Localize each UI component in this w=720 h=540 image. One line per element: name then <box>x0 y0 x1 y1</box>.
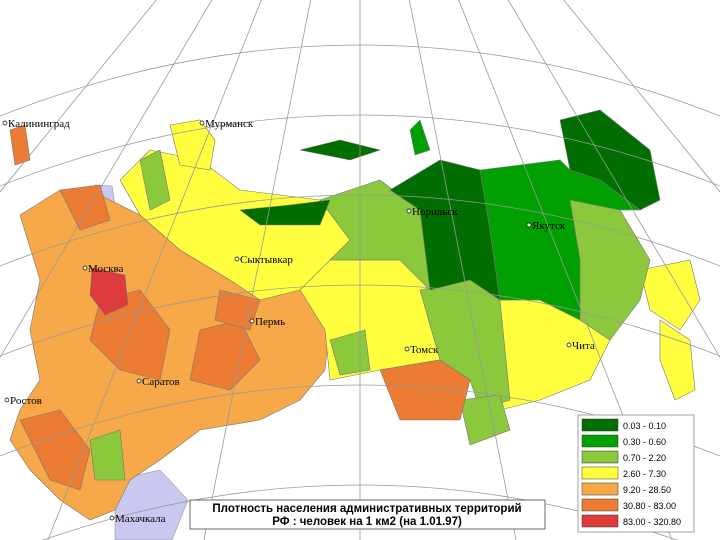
region <box>299 139 382 161</box>
city-dot <box>109 515 115 521</box>
legend-swatch <box>581 418 619 432</box>
map-title: Плотность населения административных тер… <box>212 503 521 515</box>
city-label: Саратов <box>142 376 180 388</box>
meridian <box>563 0 720 193</box>
region <box>659 319 696 401</box>
region <box>319 179 431 291</box>
city-label: Томск <box>410 344 439 356</box>
meridian <box>0 0 213 359</box>
region <box>139 149 171 211</box>
region <box>214 289 261 331</box>
meridian <box>507 0 720 359</box>
legend-swatch <box>581 514 619 528</box>
region <box>9 124 31 166</box>
city-label: Норильск <box>412 206 458 218</box>
legend-swatch <box>581 434 619 448</box>
legend-label: 0.03 - 0.10 <box>623 421 666 431</box>
city-label: Сыктывкар <box>240 254 293 266</box>
region <box>59 184 111 231</box>
foreign-area <box>114 469 189 540</box>
city-dot <box>82 265 88 271</box>
legend-label: 30.80 - 83.00 <box>623 501 676 511</box>
region <box>479 159 641 321</box>
city-dot <box>249 318 255 324</box>
meridian <box>408 0 517 540</box>
legend-label: 2.60 - 7.30 <box>623 469 666 479</box>
meridian <box>0 0 157 193</box>
city-dot <box>4 397 10 403</box>
city-labels: Калининград Мурманск Москва Сыктывкар Нориль… <box>2 118 595 525</box>
region <box>89 429 126 481</box>
region <box>379 359 471 421</box>
title-box <box>189 499 546 530</box>
region <box>459 394 511 446</box>
city-label: Ростов <box>10 395 42 407</box>
city-label: Махачкала <box>115 513 166 525</box>
city-label: Москва <box>88 263 124 275</box>
legend-swatch <box>581 466 619 480</box>
legend-label: 0.30 - 0.60 <box>623 437 666 447</box>
city-dot <box>566 342 572 348</box>
city-dot <box>136 378 142 384</box>
region <box>239 199 331 226</box>
legend-label: 83.00 - 320.80 <box>623 517 681 527</box>
legend-swatch <box>581 482 619 496</box>
meridian <box>47 0 262 540</box>
city-dot <box>404 346 410 352</box>
legend-swatch <box>581 450 619 464</box>
city-dot <box>199 120 205 126</box>
region <box>409 119 431 156</box>
city-label: Чита <box>572 340 595 352</box>
city-label: Калининград <box>8 118 70 130</box>
legend-swatch <box>581 498 619 512</box>
map-title: РФ : человек на 1 км2 (на 1.01.97) <box>272 516 462 528</box>
city-dot <box>234 256 240 262</box>
meridian <box>203 0 312 540</box>
legend: 0.03 - 0.10 0.30 - 0.60 0.70 - 2.20 2.60 - … <box>581 418 681 528</box>
city-dot <box>526 222 532 228</box>
city-dot <box>2 120 8 126</box>
region <box>89 267 129 316</box>
region <box>639 259 701 331</box>
legend-label: 0.70 - 2.20 <box>623 453 666 463</box>
city-label: Пермь <box>255 316 285 328</box>
city-dot <box>406 208 412 214</box>
city-label: Якутск <box>532 220 566 232</box>
legend-label: 9.20 - 28.50 <box>623 485 671 495</box>
city-label: Мурманск <box>205 118 254 130</box>
